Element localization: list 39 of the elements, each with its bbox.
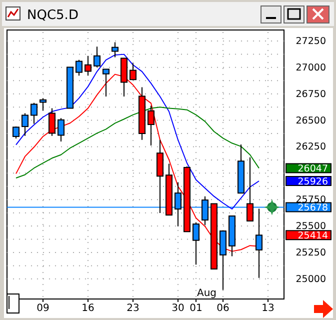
y-tick-label: 25500 [296, 221, 326, 232]
x-tick-label: 01 [190, 303, 202, 314]
candlestick [246, 156, 254, 222]
candlestick [192, 222, 200, 266]
x-tick-label: 06 [216, 303, 230, 314]
candlestick [30, 102, 38, 124]
y-tick-label: 27250 [296, 36, 326, 47]
text: 25414 [298, 230, 328, 242]
x-tick-label: 16 [82, 303, 94, 314]
x-tick-label: 30 [172, 303, 184, 314]
candlestick [40, 98, 46, 112]
y-tick-label: 25250 [296, 247, 326, 258]
y-tick-label: 26250 [296, 142, 326, 153]
line-series [16, 106, 260, 179]
x-tick-label: 09 [36, 303, 50, 314]
text: 26047 [298, 164, 328, 175]
x-tick-label: 23 [126, 303, 140, 314]
candlestick [112, 42, 118, 58]
annotation: Aug [197, 288, 217, 299]
candlestick [156, 139, 164, 214]
candlestick [22, 112, 28, 136]
chart-title: NQC5.D [27, 8, 78, 23]
y-tick-label: 25000 [296, 274, 326, 285]
y-tick-label: 27000 [296, 62, 326, 74]
y-tick-label: 26750 [296, 88, 326, 100]
candlestick [58, 118, 64, 142]
candlestick [12, 126, 20, 139]
candlestick [48, 108, 56, 136]
y-tick-label: 26500 [296, 115, 326, 126]
x-tick-label: 13 [262, 303, 274, 314]
line-series [16, 54, 260, 210]
candlestick [94, 46, 100, 68]
candlestick [148, 105, 154, 146]
candlestick [102, 68, 110, 98]
candlestick [76, 59, 82, 76]
candlestick [220, 230, 226, 290]
candlestick [84, 55, 92, 76]
text: 25926 [298, 176, 328, 188]
ref-line-label: 25678 [298, 202, 328, 214]
